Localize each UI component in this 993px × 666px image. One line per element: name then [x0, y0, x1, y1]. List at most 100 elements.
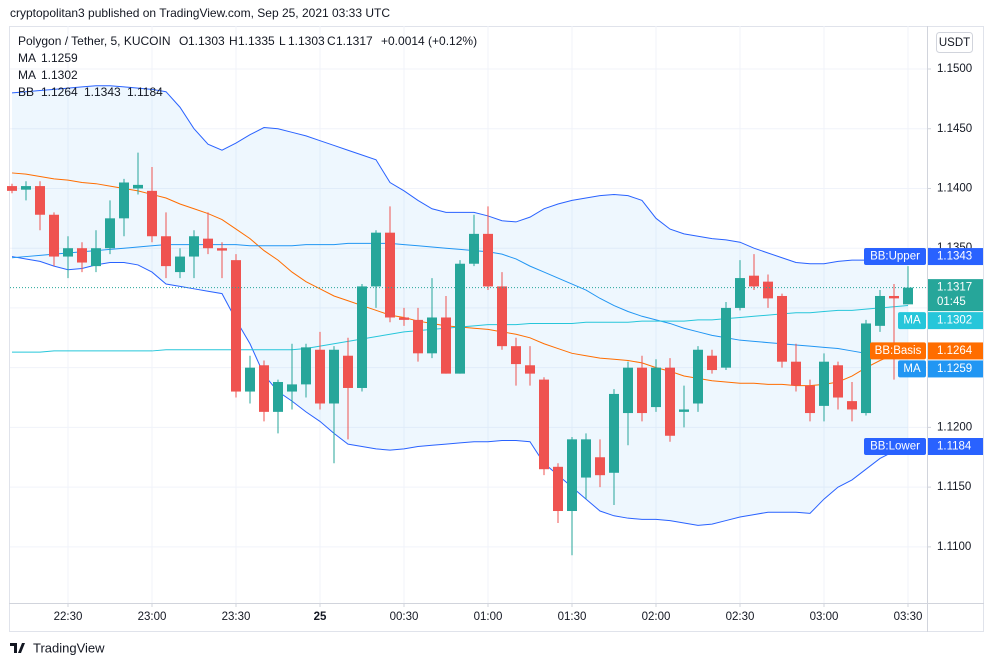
- candle-body: [427, 317, 437, 354]
- price-label-box: [928, 360, 983, 378]
- price-label-name-box: [898, 360, 926, 378]
- x-tick-label: 22:30: [54, 611, 83, 623]
- bb-upper: [11, 85, 909, 265]
- candle-body: [637, 367, 647, 414]
- price-label-value: 1.1302: [937, 315, 972, 327]
- legend-ohlc-key: L: [279, 34, 286, 48]
- price-label-box: [928, 248, 983, 266]
- legend-ma-name: MA: [18, 51, 36, 65]
- candle-body: [343, 355, 353, 388]
- x-tick-label: 23:00: [138, 611, 167, 623]
- candle-body: [21, 186, 31, 190]
- candle-body: [63, 248, 73, 257]
- candle-body: [763, 281, 773, 299]
- candle-body: [903, 287, 913, 305]
- price-label-name-box: [870, 342, 926, 360]
- candle-body: [189, 236, 199, 257]
- candle-body: [217, 248, 227, 251]
- price-label-name: MA: [903, 315, 921, 327]
- candles: [7, 152, 927, 556]
- candle-body: [105, 218, 115, 249]
- x-tick-label: 03:00: [810, 611, 839, 623]
- candle-body: [511, 346, 521, 365]
- candle-body: [707, 355, 717, 371]
- price-label-value: 1.1343: [937, 251, 972, 263]
- candle-body: [49, 214, 59, 257]
- candle-body: [357, 286, 367, 388]
- candle-body: [497, 286, 507, 347]
- candle-body: [539, 379, 549, 470]
- candle-body: [91, 248, 101, 267]
- x-tick-label: 03:30: [894, 611, 923, 623]
- candle-body: [7, 186, 17, 191]
- x-tick-label: 23:30: [222, 611, 251, 623]
- candle-body: [371, 232, 381, 287]
- bb-lower: [11, 256, 909, 526]
- candle-body: [259, 365, 269, 412]
- candle-body: [749, 275, 759, 287]
- candle-body: [301, 347, 311, 385]
- candle-body: [553, 466, 563, 512]
- logo: [10, 643, 25, 653]
- candle-body: [693, 349, 703, 404]
- candle-body: [469, 233, 479, 264]
- grid: [10, 26, 927, 603]
- price-label-box: [928, 312, 983, 330]
- candle-body: [385, 232, 395, 318]
- price-label-name: BB:Basis: [875, 345, 922, 357]
- candle-body: [119, 182, 129, 219]
- candle-body: [847, 401, 857, 410]
- legend-bb-name: BB: [18, 85, 34, 99]
- price-labels: 1.1343 BB:Upper 1.1317 01:45 1.1302 MA 1.1264 B…: [864, 248, 983, 456]
- y-tick-label: 1.1150: [937, 481, 971, 493]
- legend-bb-value: 1.1264: [41, 85, 78, 99]
- price-label-box: [928, 279, 983, 312]
- candle-body: [175, 256, 185, 273]
- legend-ohlc-key: H: [229, 34, 238, 48]
- y-tick-label: 1.1200: [937, 421, 972, 433]
- price-label-value: 1.1184: [937, 441, 972, 453]
- candle-body: [245, 367, 255, 392]
- x-tick-label: 00:30: [390, 611, 419, 623]
- candle-body: [735, 278, 745, 308]
- candle-body: [791, 361, 801, 386]
- brand: TradingView: [33, 640, 105, 655]
- candle-body: [287, 384, 297, 392]
- legend-ohlc-value: 1.1303: [288, 34, 325, 48]
- candle-body: [861, 323, 871, 414]
- candle-body: [777, 295, 787, 362]
- legend: Polygon / Tether, 5, KUCOIN O 1.1303 H 1.133…: [18, 34, 477, 99]
- pane-border: [9, 26, 984, 632]
- price-label-name-box: [898, 312, 926, 330]
- candle-body: [889, 295, 899, 299]
- legend-ma-value: 1.1302: [41, 68, 78, 82]
- x-tick-label: 25: [314, 611, 327, 623]
- price-label-box: [928, 342, 983, 360]
- candle-body: [441, 317, 451, 374]
- candle-body: [679, 409, 689, 412]
- candle-body: [651, 367, 661, 408]
- legend-bb-value: 1.1343: [84, 85, 121, 99]
- candle-body: [35, 186, 45, 215]
- candle-body: [147, 190, 157, 237]
- price-label-name-box: [864, 248, 926, 266]
- currency-button[interactable]: [936, 32, 973, 53]
- candle-body: [819, 361, 829, 406]
- candle-body: [833, 365, 843, 398]
- price-label-value: 1.1259: [937, 363, 972, 375]
- x-tick-label: 01:00: [474, 611, 503, 623]
- y-tick-label: 1.1500: [937, 63, 972, 75]
- candle-body: [133, 184, 143, 189]
- candle-body: [413, 319, 423, 354]
- candle-body: [721, 307, 731, 368]
- candle-body: [609, 393, 619, 473]
- candle-body: [77, 248, 87, 263]
- legend-bb-value: 1.1184: [127, 85, 163, 99]
- candle-body: [399, 317, 409, 320]
- currency[interactable]: USDT: [939, 37, 970, 49]
- legend-ohlc-value: 1.1317: [336, 34, 373, 48]
- legend-ohlc-value: 1.1335: [238, 34, 275, 48]
- candle-body: [231, 260, 241, 392]
